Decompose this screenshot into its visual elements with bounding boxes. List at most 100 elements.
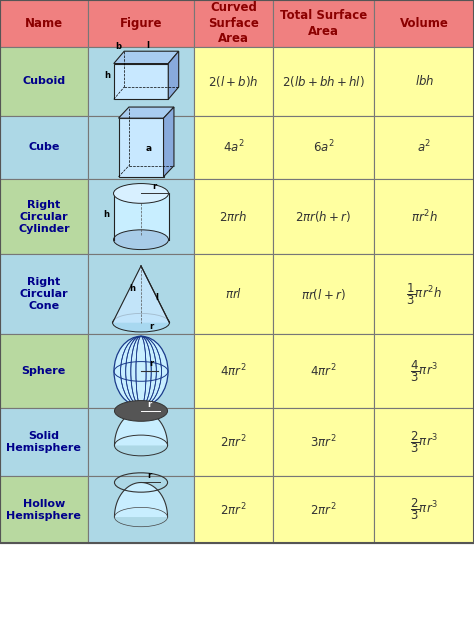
Polygon shape <box>113 194 169 240</box>
Bar <box>273 47 374 116</box>
Bar <box>0 116 88 179</box>
Text: b: b <box>115 42 121 51</box>
Text: $\dfrac{2}{3}\pi r^3$: $\dfrac{2}{3}\pi r^3$ <box>410 497 438 523</box>
Text: $2(lb+bh+hl)$: $2(lb+bh+hl)$ <box>282 74 365 89</box>
Text: $2\pi r^2$: $2\pi r^2$ <box>310 502 337 518</box>
Bar <box>374 116 474 179</box>
Bar <box>0 408 88 476</box>
Bar <box>374 254 474 334</box>
Polygon shape <box>118 107 174 118</box>
Text: r: r <box>153 182 157 191</box>
Text: Cuboid: Cuboid <box>22 77 65 86</box>
Bar <box>273 476 374 543</box>
Bar <box>88 0 194 47</box>
Polygon shape <box>114 411 168 445</box>
Bar <box>273 179 374 254</box>
Bar <box>194 47 273 116</box>
Text: $2\pi r(h+r)$: $2\pi r(h+r)$ <box>295 209 352 224</box>
Polygon shape <box>114 64 168 99</box>
Polygon shape <box>118 118 164 176</box>
Text: $2\pi r^2$: $2\pi r^2$ <box>220 434 246 450</box>
Ellipse shape <box>113 184 168 204</box>
Bar <box>0 0 88 47</box>
Circle shape <box>114 336 168 407</box>
Bar <box>88 254 194 334</box>
Bar <box>273 408 374 476</box>
Bar <box>374 47 474 116</box>
Text: Figure: Figure <box>120 17 162 30</box>
Bar <box>374 408 474 476</box>
Text: Solid
Hemisphere: Solid Hemisphere <box>7 431 81 453</box>
Ellipse shape <box>114 400 168 421</box>
Text: h: h <box>105 72 110 80</box>
Polygon shape <box>114 51 179 64</box>
Text: $lbh$: $lbh$ <box>415 75 434 88</box>
Text: $\pi r l$: $\pi r l$ <box>225 288 242 301</box>
Text: l: l <box>146 41 150 50</box>
Bar <box>0 476 88 543</box>
Bar <box>88 47 194 116</box>
Bar <box>88 334 194 408</box>
Bar <box>0 334 88 408</box>
Bar <box>194 408 273 476</box>
Text: $\pi r(l+r)$: $\pi r(l+r)$ <box>301 287 346 302</box>
Bar <box>0 254 88 334</box>
Polygon shape <box>112 266 169 323</box>
Text: $\dfrac{4}{3}\pi r^3$: $\dfrac{4}{3}\pi r^3$ <box>410 358 438 384</box>
Bar <box>374 0 474 47</box>
Bar <box>88 408 194 476</box>
Bar <box>194 116 273 179</box>
Text: l: l <box>155 294 158 302</box>
Text: $4\pi r^2$: $4\pi r^2$ <box>310 363 337 379</box>
Polygon shape <box>114 482 168 517</box>
Text: $2\pi r h$: $2\pi r h$ <box>219 210 247 223</box>
Bar <box>374 334 474 408</box>
Text: $\dfrac{2}{3}\pi r^3$: $\dfrac{2}{3}\pi r^3$ <box>410 429 438 455</box>
Bar <box>0 179 88 254</box>
Bar <box>273 0 374 47</box>
Bar <box>273 254 374 334</box>
Text: $2\pi r^2$: $2\pi r^2$ <box>220 502 246 518</box>
Polygon shape <box>168 51 179 99</box>
Text: $6a^2$: $6a^2$ <box>313 139 334 155</box>
Text: $4a^2$: $4a^2$ <box>223 139 244 155</box>
Bar <box>0 47 88 116</box>
Text: r: r <box>148 471 152 480</box>
Bar <box>273 116 374 179</box>
Text: $3\pi r^2$: $3\pi r^2$ <box>310 434 337 450</box>
Text: Cube: Cube <box>28 143 60 152</box>
Text: Right
Circular
Cylinder: Right Circular Cylinder <box>18 199 70 234</box>
Text: r: r <box>148 400 152 408</box>
Ellipse shape <box>113 230 168 250</box>
Text: Hollow
Hemisphere: Hollow Hemisphere <box>7 499 81 521</box>
Bar <box>0 0 474 543</box>
Bar <box>194 179 273 254</box>
Bar <box>88 179 194 254</box>
Ellipse shape <box>112 313 169 332</box>
Bar <box>88 116 194 179</box>
Text: Right
Circular
Cone: Right Circular Cone <box>19 277 68 312</box>
Bar <box>273 334 374 408</box>
Text: $4\pi r^2$: $4\pi r^2$ <box>220 363 246 379</box>
Text: Curved
Surface
Area: Curved Surface Area <box>208 1 259 46</box>
Bar <box>194 334 273 408</box>
Text: Total Surface
Area: Total Surface Area <box>280 9 367 38</box>
Bar <box>374 179 474 254</box>
Text: $\dfrac{1}{3}\pi r^2 h$: $\dfrac{1}{3}\pi r^2 h$ <box>406 281 442 307</box>
Text: Sphere: Sphere <box>22 366 66 376</box>
Text: Volume: Volume <box>400 17 449 30</box>
Text: $2(l+b)h$: $2(l+b)h$ <box>208 74 259 89</box>
Text: $\pi r^2 h$: $\pi r^2 h$ <box>411 209 438 225</box>
Text: $a^2$: $a^2$ <box>417 139 431 155</box>
Text: Name: Name <box>25 17 63 30</box>
Bar <box>374 476 474 543</box>
Text: a: a <box>146 144 152 152</box>
Text: h: h <box>103 210 109 218</box>
Bar <box>194 254 273 334</box>
Bar <box>194 476 273 543</box>
Text: r: r <box>149 359 154 368</box>
Text: h: h <box>129 284 135 293</box>
Text: r: r <box>149 322 154 331</box>
Bar <box>194 0 273 47</box>
Bar <box>88 476 194 543</box>
